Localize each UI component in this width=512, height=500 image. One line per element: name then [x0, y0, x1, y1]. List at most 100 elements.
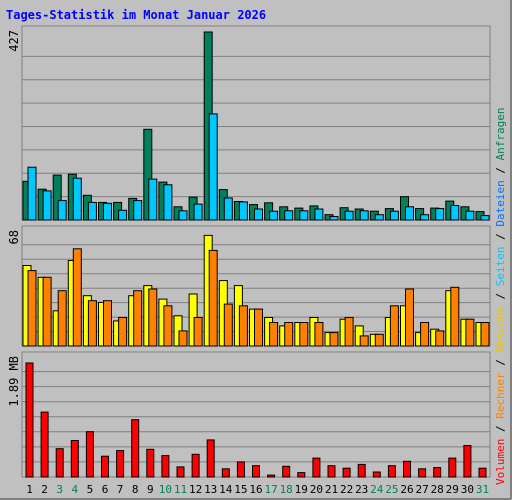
day-label-17: 17	[264, 483, 277, 496]
bar-volumen-day-22	[342, 467, 351, 478]
day-label-26: 26	[400, 483, 413, 496]
bar-volumen-day-4	[70, 440, 79, 478]
bar-volumen-day-25	[387, 465, 396, 478]
bar-rechner-day-5	[87, 300, 97, 347]
bar-rechner-day-25	[389, 305, 399, 347]
bar-volumen-day-15	[236, 461, 245, 478]
bar-volumen-day-18	[282, 465, 291, 478]
bar-volumen-day-24	[372, 471, 381, 478]
chart-title: Tages-Statistik im Monat Januar 2026	[6, 8, 266, 22]
legend-separator: /	[494, 293, 507, 300]
day-label-14: 14	[219, 483, 233, 496]
day-label-11: 11	[174, 483, 187, 496]
day-label-22: 22	[340, 483, 353, 496]
day-label-2: 2	[41, 483, 48, 496]
bar-dateien-day-22	[344, 210, 354, 221]
bar-rechner-day-3	[57, 290, 67, 347]
day-label-19: 19	[295, 483, 308, 496]
day-label-21: 21	[325, 483, 338, 496]
day-label-29: 29	[446, 483, 459, 496]
bar-dateien-day-7	[118, 209, 128, 221]
bar-dateien-day-4	[72, 177, 82, 221]
bar-dateien-day-23	[359, 210, 369, 221]
day-label-16: 16	[249, 483, 262, 496]
legend-right: Volumen / Rechner / Besuche / Seiten / D…	[494, 107, 507, 485]
bar-rechner-day-9	[148, 288, 158, 347]
bar-rechner-day-14	[223, 303, 233, 347]
bar-rechner-day-11	[178, 330, 188, 347]
y-max-label: 1.89 MB	[7, 356, 21, 407]
bar-volumen-day-10	[161, 455, 170, 478]
bar-volumen-day-14	[221, 468, 230, 478]
bar-dateien-day-11	[178, 210, 188, 221]
bar-dateien-day-1	[27, 166, 37, 221]
panel-top: 427	[7, 25, 491, 221]
day-label-13: 13	[204, 483, 217, 496]
bar-rechner-day-13	[208, 249, 218, 347]
bar-rechner-day-24	[374, 333, 384, 347]
bar-rechner-day-8	[133, 290, 143, 347]
day-label-25: 25	[385, 483, 398, 496]
day-label-20: 20	[310, 483, 323, 496]
bar-rechner-day-29	[450, 286, 460, 347]
day-label-10: 10	[159, 483, 172, 496]
bar-volumen-day-8	[131, 419, 140, 478]
bar-rechner-day-6	[103, 300, 112, 347]
bar-rechner-day-10	[163, 305, 173, 347]
legend-volumen: Volumen	[494, 439, 507, 485]
bar-volumen-day-11	[176, 466, 185, 478]
bar-rechner-day-23	[359, 335, 369, 347]
bar-dateien-day-29	[450, 205, 460, 221]
bar-dateien-day-19	[299, 210, 309, 221]
bar-dateien-day-9	[148, 178, 158, 221]
bar-dateien-day-17	[269, 210, 279, 221]
bar-rechner-day-17	[269, 322, 279, 347]
bar-dateien-day-15	[238, 201, 248, 221]
bar-volumen-day-23	[357, 463, 366, 478]
bar-volumen-day-17	[267, 474, 276, 478]
legend-separator: /	[494, 167, 507, 174]
bar-dateien-day-2	[42, 190, 52, 221]
bar-volumen-day-6	[101, 455, 109, 478]
bar-volumen-day-5	[85, 431, 94, 478]
bar-rechner-day-7	[118, 317, 128, 347]
bar-volumen-day-12	[191, 453, 200, 478]
svg-text:Volumen / Rechner: Volumen / Rechner / Besuche / Seiten / D…	[494, 107, 507, 485]
bar-dateien-day-30	[465, 210, 475, 221]
legend-anfragen: Anfragen	[494, 107, 507, 160]
bar-dateien-day-5	[87, 201, 97, 221]
bar-anfragen-day-3	[52, 174, 62, 221]
bar-rechner-day-21	[329, 332, 339, 347]
day-label-23: 23	[355, 483, 368, 496]
bar-dateien-day-28	[435, 208, 445, 221]
day-label-6: 6	[102, 483, 109, 496]
bar-dateien-day-3	[57, 200, 67, 221]
bar-rechner-day-16	[254, 308, 263, 347]
bar-dateien-day-12	[193, 203, 203, 221]
day-label-15: 15	[234, 483, 247, 496]
bar-dateien-day-18	[284, 210, 294, 221]
day-label-9: 9	[147, 483, 154, 496]
bar-rechner-day-12	[193, 317, 203, 347]
bar-dateien-day-10	[163, 184, 173, 221]
bar-anfragen-day-9	[143, 128, 153, 221]
bar-volumen-day-2	[40, 411, 49, 478]
day-label-5: 5	[87, 483, 94, 496]
bar-rechner-day-28	[435, 330, 445, 347]
bar-rechner-day-27	[420, 322, 430, 347]
bar-rechner-day-30	[465, 318, 475, 347]
bar-volumen-day-21	[327, 465, 336, 478]
bar-volumen-day-16	[252, 465, 260, 478]
bar-volumen-day-13	[206, 439, 215, 478]
legend-besuche: Besuche	[494, 306, 507, 352]
day-label-28: 28	[431, 483, 444, 496]
bar-dateien-day-13	[208, 113, 218, 221]
bar-volumen-day-20	[312, 457, 321, 478]
bar-volumen-day-30	[463, 445, 472, 478]
legend-separator: /	[494, 359, 507, 366]
bar-volumen-day-7	[116, 450, 125, 478]
bar-rechner-day-19	[299, 322, 309, 347]
day-label-1: 1	[26, 483, 33, 496]
legend-rechner: Rechner	[494, 372, 507, 419]
